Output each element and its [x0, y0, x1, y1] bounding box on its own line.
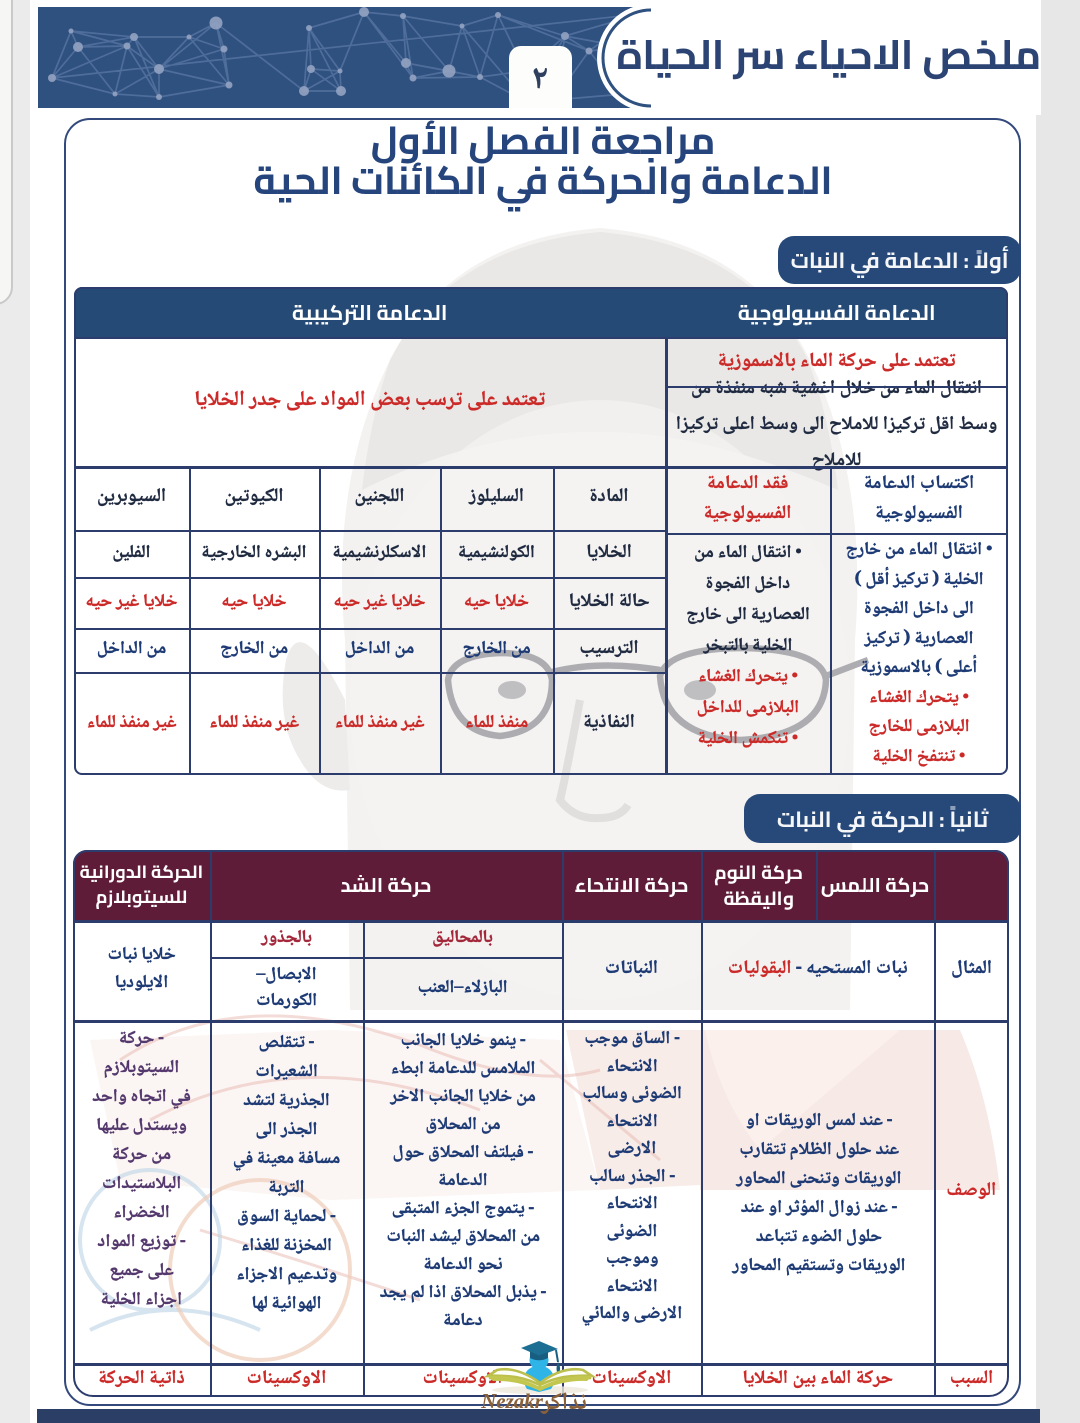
svg-text:Nezakr: Nezakr: [480, 1389, 544, 1413]
svg-text:نذاكر: نذاكر: [540, 1384, 586, 1422]
